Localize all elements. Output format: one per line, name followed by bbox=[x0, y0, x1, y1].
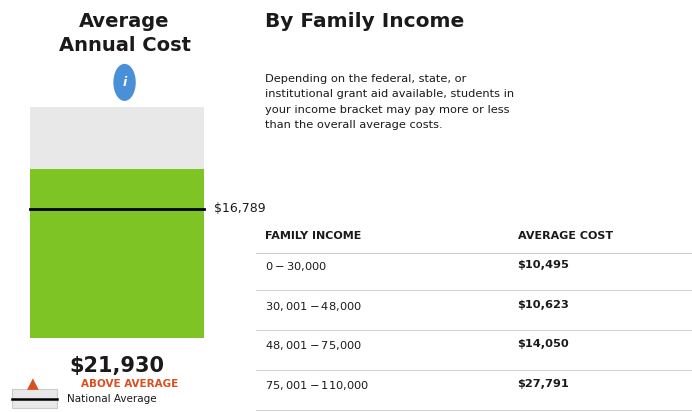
Text: $30,001-$48,000: $30,001-$48,000 bbox=[265, 300, 362, 313]
Text: ▲: ▲ bbox=[26, 377, 38, 391]
Text: Average
Annual Cost: Average Annual Cost bbox=[59, 12, 190, 55]
Text: By Family Income: By Family Income bbox=[265, 12, 464, 31]
Bar bbox=[30, 107, 204, 169]
Text: AVERAGE COST: AVERAGE COST bbox=[518, 231, 612, 241]
Text: $75,001-$110,000: $75,001-$110,000 bbox=[265, 379, 369, 393]
Text: $16,789: $16,789 bbox=[215, 202, 266, 215]
Text: i: i bbox=[122, 76, 127, 89]
Text: FAMILY INCOME: FAMILY INCOME bbox=[265, 231, 361, 241]
Text: $14,050: $14,050 bbox=[518, 339, 570, 349]
Text: $27,791: $27,791 bbox=[518, 379, 570, 389]
Text: $0-$30,000: $0-$30,000 bbox=[265, 260, 327, 273]
Text: ABOVE AVERAGE: ABOVE AVERAGE bbox=[81, 379, 178, 389]
Text: $10,623: $10,623 bbox=[518, 300, 570, 309]
Circle shape bbox=[113, 64, 136, 101]
Bar bbox=[12, 389, 57, 408]
Text: National Average: National Average bbox=[67, 393, 157, 404]
Text: $10,495: $10,495 bbox=[518, 260, 570, 269]
Text: $48,001-$75,000: $48,001-$75,000 bbox=[265, 339, 362, 353]
Text: $21,930: $21,930 bbox=[70, 356, 165, 377]
Bar bbox=[30, 169, 204, 338]
Text: Depending on the federal, state, or
institutional grant aid available, students : Depending on the federal, state, or inst… bbox=[265, 74, 514, 130]
